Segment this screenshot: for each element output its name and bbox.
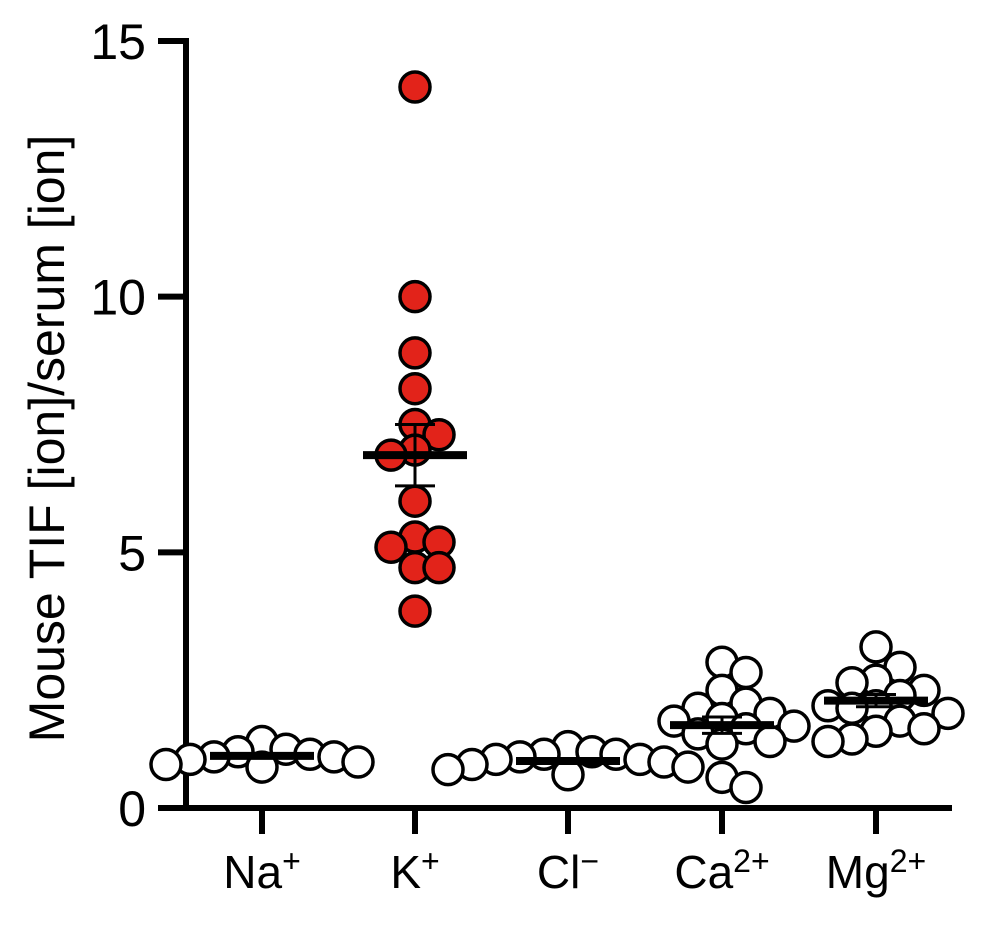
y-tick-label: 5 <box>118 525 146 581</box>
y-tick-label: 15 <box>90 14 146 70</box>
data-point <box>907 711 941 746</box>
axes <box>158 38 952 834</box>
data-point <box>671 750 705 784</box>
data-point <box>931 696 965 731</box>
data-point <box>753 724 787 759</box>
data-point <box>811 724 845 759</box>
y-axis-label: Mouse TIF [ion]/serum [ion] <box>19 135 75 743</box>
data-point <box>398 336 432 370</box>
y-tick-label: 0 <box>118 781 146 837</box>
chart-labels: 0 5 10 15 Na+ K+ Cl− Ca2+ Mg2+ Mouse TIF [ion]/se… <box>19 14 926 898</box>
x-tick-label: K+ <box>390 843 439 898</box>
data-point <box>398 594 432 628</box>
data-point <box>431 752 465 787</box>
data-point <box>398 279 432 314</box>
data-point <box>422 550 456 585</box>
chart-marks <box>149 70 965 805</box>
data-point <box>729 770 763 805</box>
data-point <box>149 747 183 782</box>
data-point <box>398 371 432 406</box>
data-point <box>859 630 893 664</box>
x-tick-label: Mg2+ <box>826 843 926 898</box>
x-tick-label: Cl− <box>537 843 599 898</box>
data-point <box>422 417 456 452</box>
data-point <box>777 709 811 743</box>
data-point <box>341 745 375 779</box>
y-tick-label: 10 <box>90 270 146 326</box>
data-point <box>398 70 432 104</box>
x-tick-label: Ca2+ <box>674 843 769 898</box>
data-point <box>398 484 432 518</box>
data-point <box>374 530 408 564</box>
x-tick-label: Na+ <box>223 843 301 898</box>
